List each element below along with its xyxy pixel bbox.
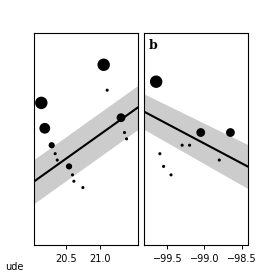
Point [217, 158, 221, 162]
Point [53, 152, 57, 156]
Point [124, 137, 129, 141]
Point [180, 143, 184, 147]
Point [228, 130, 233, 135]
Point [50, 143, 54, 147]
Point [55, 158, 59, 162]
Point [105, 88, 109, 92]
Point [154, 79, 158, 84]
Point [199, 130, 203, 135]
Point [161, 164, 166, 169]
Point [101, 62, 106, 67]
Point [169, 173, 173, 177]
Point [158, 152, 162, 156]
Point [122, 130, 127, 135]
Point [81, 185, 85, 190]
Point [119, 116, 123, 120]
Point [39, 101, 43, 105]
Text: b: b [149, 39, 158, 52]
Point [43, 126, 47, 131]
Point [187, 143, 192, 147]
Point [70, 173, 75, 177]
Point [67, 164, 71, 169]
Point [72, 179, 76, 183]
Text: ude: ude [6, 262, 24, 272]
